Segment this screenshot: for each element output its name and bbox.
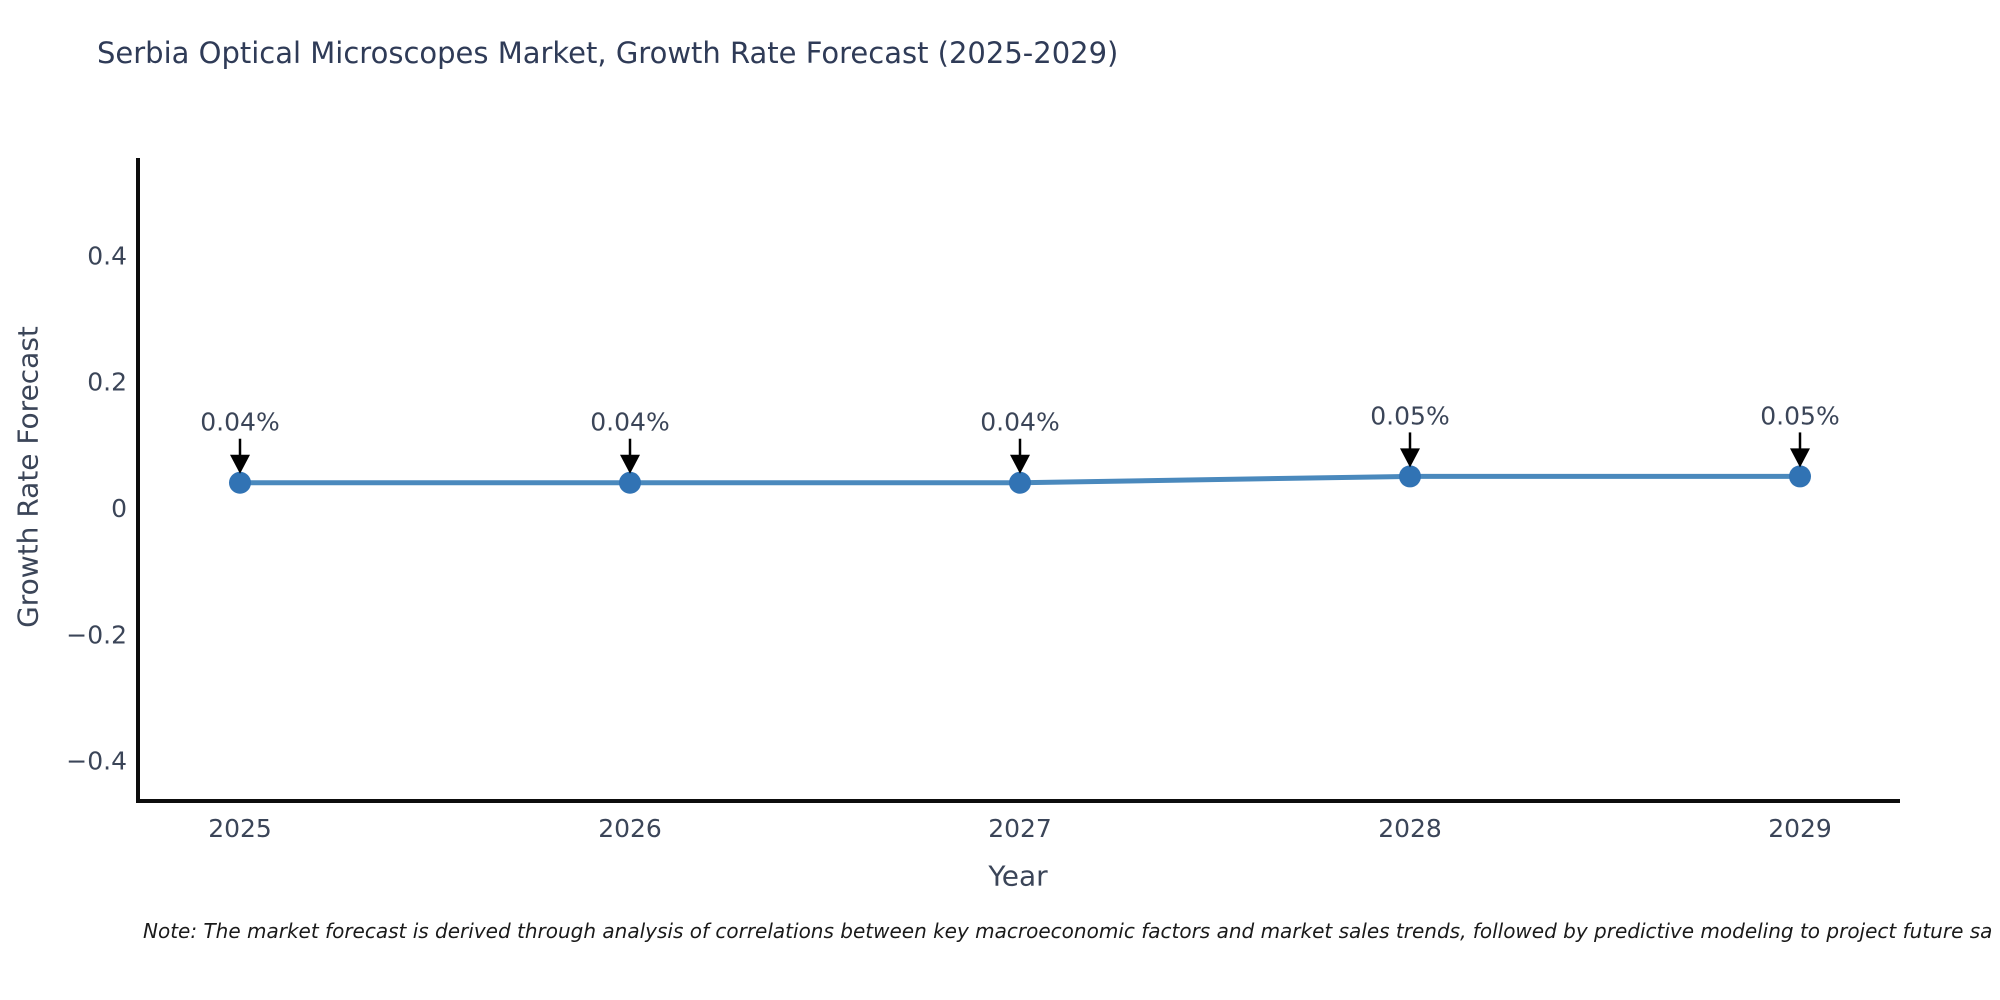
x-tick-label: 2029 <box>1768 814 1832 843</box>
annotation-arrow-head <box>1790 448 1810 468</box>
chart-title: Serbia Optical Microscopes Market, Growt… <box>97 36 1119 70</box>
annotation-label: 0.04% <box>200 408 279 437</box>
x-axis-title: Year <box>988 859 1048 893</box>
y-tick-label: 0.2 <box>87 368 127 397</box>
x-tick-label: 2025 <box>208 814 272 843</box>
x-tick-label: 2028 <box>1378 814 1442 843</box>
x-tick-label: 2027 <box>988 814 1052 843</box>
x-tick-label: 2026 <box>598 814 662 843</box>
annotation-label: 0.05% <box>1760 401 1839 430</box>
data-point-marker <box>1789 465 1811 488</box>
annotation-arrow-head <box>1010 454 1030 474</box>
annotation-label: 0.05% <box>1370 401 1449 430</box>
y-tick-label: 0.4 <box>87 241 127 270</box>
y-tick-label: 0 <box>111 494 127 523</box>
annotation-label: 0.04% <box>590 408 669 437</box>
data-point-marker <box>619 471 641 494</box>
annotation-arrow-head <box>620 454 640 474</box>
annotation-arrow-head <box>1400 448 1420 468</box>
y-tick-label: −0.2 <box>66 620 127 649</box>
data-point-marker <box>229 471 251 494</box>
annotation-label: 0.04% <box>980 408 1059 437</box>
y-axis-title: Growth Rate Forecast <box>11 326 45 628</box>
y-tick-label: −0.4 <box>66 747 127 776</box>
footnote: Note: The market forecast is derived thr… <box>143 919 1993 943</box>
data-point-marker <box>1399 465 1421 488</box>
annotation-arrow-head <box>230 454 250 474</box>
data-point-marker <box>1009 471 1031 494</box>
